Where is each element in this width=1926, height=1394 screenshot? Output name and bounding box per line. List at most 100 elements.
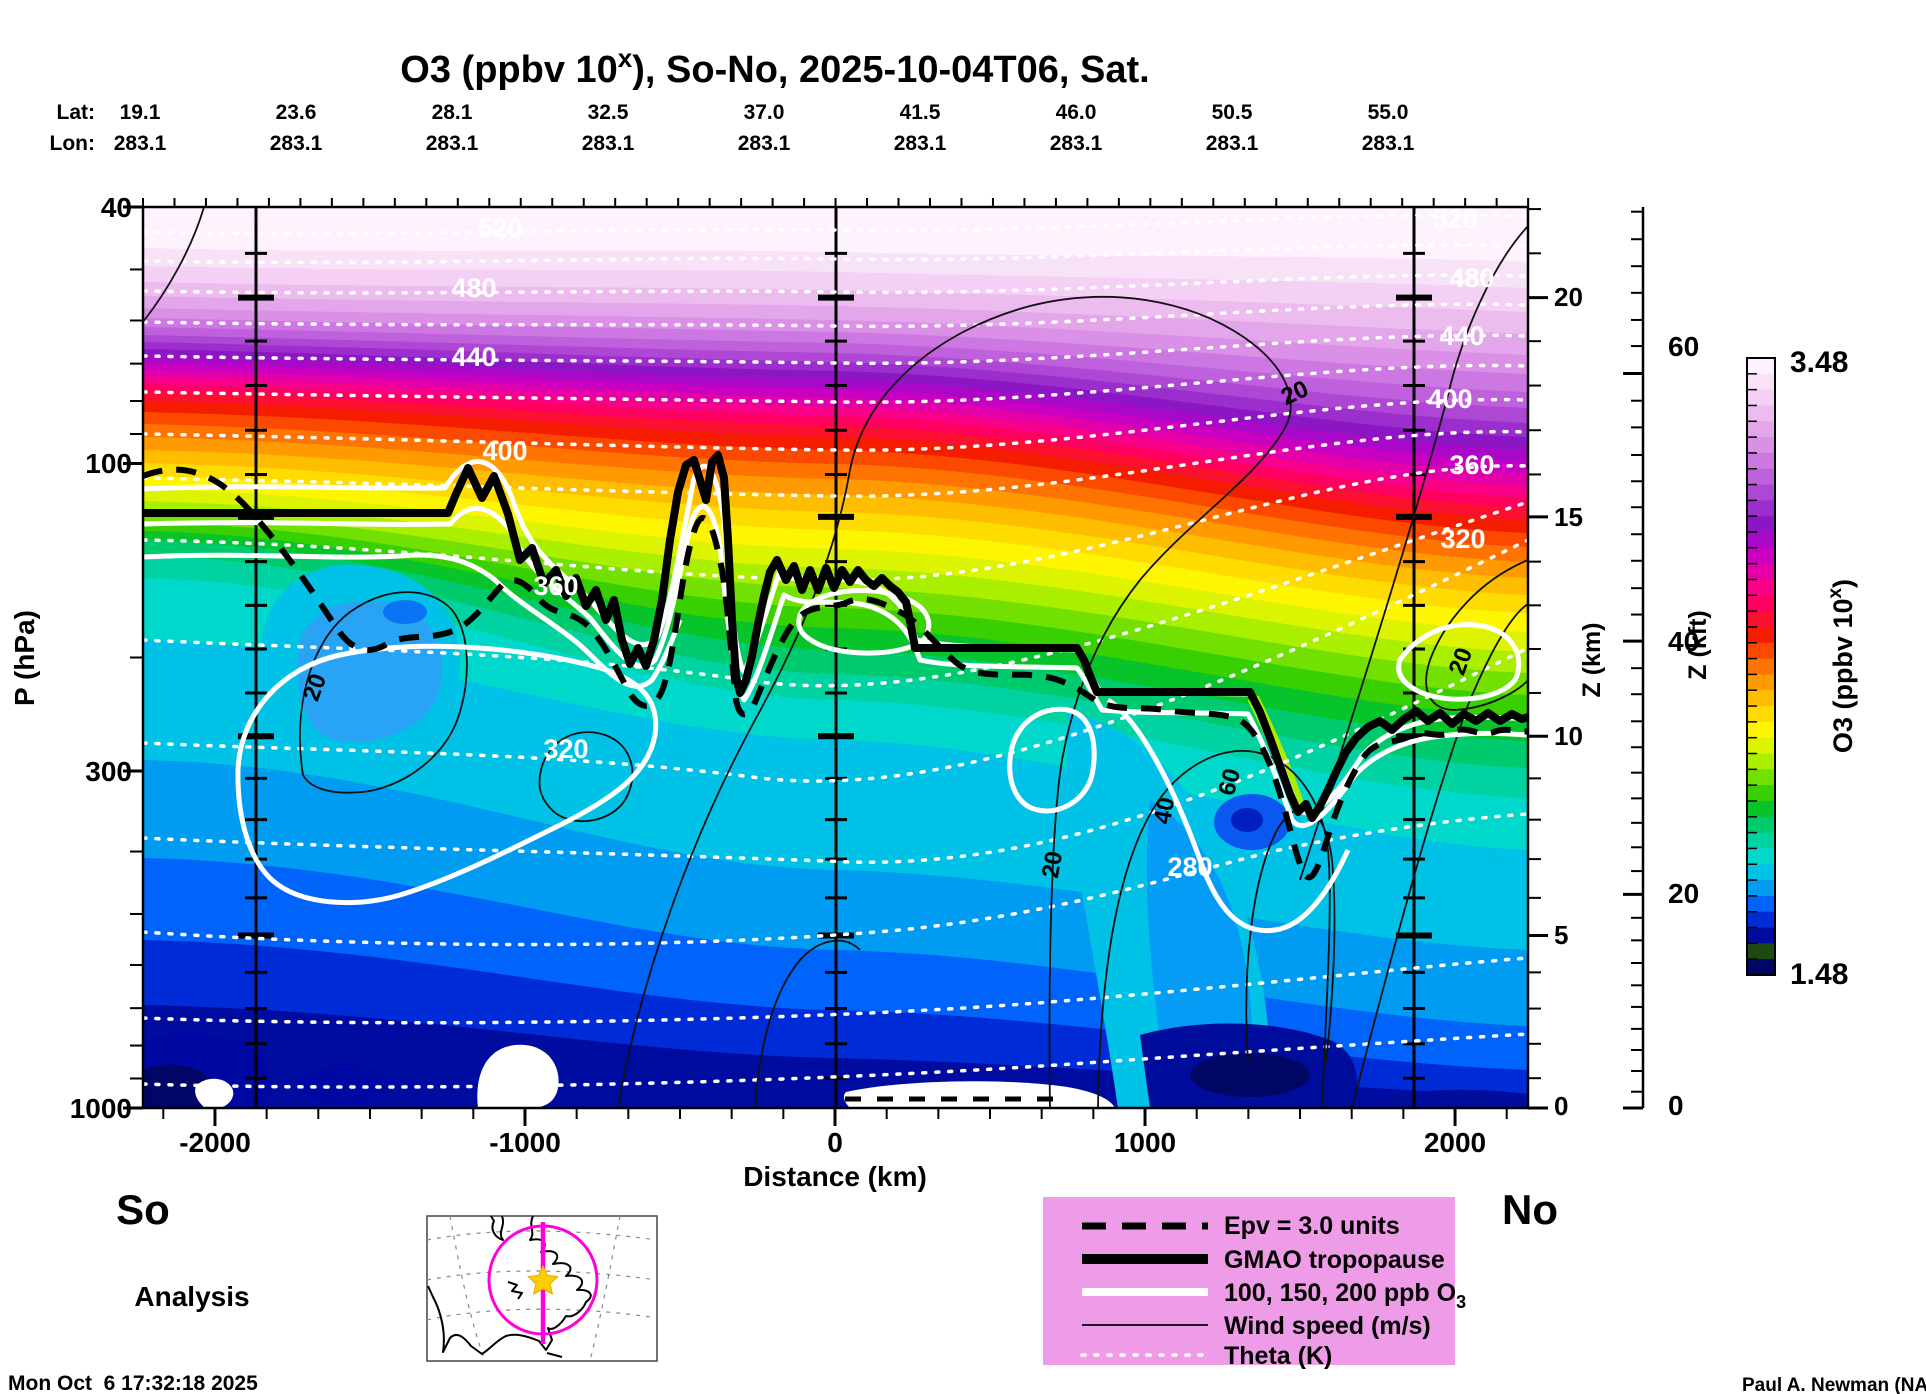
colorbar-cell: [1747, 785, 1775, 802]
colorbar-cell: [1747, 832, 1775, 850]
colorbar-cell: [1747, 927, 1775, 944]
x-tick-label: 1000: [1114, 1127, 1176, 1158]
lat-value: 28.1: [432, 101, 473, 124]
distance-axis-title: Distance (km): [743, 1161, 927, 1192]
north-end-label: No: [1502, 1186, 1558, 1233]
z-km-axis-labels: 20 15 10 5 0: [1554, 282, 1583, 1121]
theta-dotted-contours: [143, 213, 1528, 1089]
z-kft-tick-label: 40: [1668, 626, 1699, 657]
lat-value: 50.5: [1212, 101, 1253, 124]
colorbar-cell: [1747, 500, 1775, 517]
colorbar-title: O3 (ppbv 10x): [1825, 579, 1858, 753]
theta-line: [143, 243, 1528, 265]
colorbar-cell: [1747, 452, 1775, 470]
lat-value: 46.0: [1056, 101, 1097, 124]
colorbar-cell: [1747, 484, 1775, 501]
o3-contour-loop: [1007, 706, 1097, 814]
theta-line: [143, 397, 1528, 452]
legend-item-wind: Wind speed (m/s): [1224, 1312, 1431, 1340]
theta-line: [143, 273, 1528, 295]
wind-contour: [1097, 750, 1331, 1108]
x-tick-label: -1000: [489, 1127, 561, 1158]
z-kft-tick-label: 20: [1668, 878, 1699, 909]
colorbar-cell: [1747, 626, 1775, 644]
z-km-tick-label: 20: [1554, 282, 1583, 312]
colorbar-cell: [1747, 595, 1775, 612]
waypoint-marker-lines: [238, 207, 1432, 1108]
theta-line: [143, 1032, 1528, 1089]
theta-label: 360: [1449, 450, 1494, 480]
wind-contour: [617, 296, 1292, 1108]
bottom-navy-blob-2: [297, 1065, 393, 1105]
lat-value: 23.6: [276, 101, 317, 124]
pressure-axis-labels: 40 100 300 1000: [70, 192, 132, 1124]
colorbar-cell: [1747, 579, 1775, 596]
legend-item-o3: 100, 150, 200 ppb O3: [1224, 1279, 1466, 1312]
z-kft-tick-label: 0: [1668, 1090, 1684, 1121]
wind-label: 20: [1037, 849, 1068, 880]
lon-row-label: Lon:: [50, 132, 95, 155]
colorbar-max-label: 3.48: [1790, 346, 1848, 379]
lon-value: 283.1: [270, 132, 323, 155]
top-axis-coordinate-rows: Lat: Lon: 19.1 283.1 23.6 283.1 28.1 283.1 32.…: [50, 101, 1415, 155]
bottom-white-notch-1: [477, 1044, 559, 1108]
o3-contour: [143, 552, 683, 689]
wind-contour: [538, 731, 634, 823]
colorbar-cell: [1747, 373, 1775, 391]
theta-label: 520: [1432, 204, 1477, 234]
theta-label: 440: [451, 342, 496, 372]
bottom-right-navy-strip: [1390, 1089, 1528, 1108]
p-tick-label: 100: [85, 448, 132, 479]
colorbar-cell: [1747, 943, 1775, 960]
lon-value: 283.1: [582, 132, 635, 155]
analysis-label: Analysis: [134, 1281, 249, 1312]
legend-background: [1043, 1197, 1455, 1365]
z-kft-tick-label: 60: [1668, 331, 1699, 362]
theta-line: [143, 956, 1528, 1025]
axes-ticks: [123, 198, 1645, 1126]
x-tick-label: 0: [827, 1127, 843, 1158]
left-blue-pool-core: [383, 600, 427, 624]
lat-value: 32.5: [588, 101, 629, 124]
lon-value: 283.1: [1050, 132, 1103, 155]
right-blue-tongue-inner: [1146, 800, 1252, 1040]
o3-contour-loop: [796, 588, 932, 656]
x-tick-label: 2000: [1424, 1127, 1486, 1158]
wind-contour: [1351, 603, 1528, 1108]
legend: Epv = 3.0 units GMAO tropopause 100, 150…: [1043, 1197, 1466, 1370]
right-blue-tongue-core-dark: [1231, 808, 1263, 832]
credit: Paul A. Newman (NASA: [1742, 1375, 1926, 1394]
theta-line: [143, 302, 1528, 329]
colorbar-cell: [1747, 658, 1775, 676]
theta-label: 360: [533, 571, 578, 601]
wind-contour: [1425, 559, 1528, 711]
theta-line: [143, 500, 1528, 688]
p-tick-label: 40: [101, 192, 132, 223]
colorbar-cell: [1747, 563, 1775, 581]
p-tick-label: 1000: [70, 1093, 132, 1124]
theta-label: 480: [451, 273, 496, 303]
theta-line: [143, 363, 1528, 404]
o3-contour-loop: [1396, 622, 1522, 702]
z-kft-axis-labels: 60 40 20 0: [1668, 331, 1699, 1121]
lon-value: 283.1: [1206, 132, 1259, 155]
legend-item-epv: Epv = 3.0 units: [1224, 1212, 1400, 1240]
colorbar-cell: [1747, 516, 1775, 533]
gmao-tropopause-line: [143, 451, 1528, 822]
lon-value: 283.1: [426, 132, 479, 155]
colorbar-cell: [1747, 674, 1775, 691]
colorbar-cell: [1747, 690, 1775, 707]
colorbar-cell: [1747, 611, 1775, 628]
colorbar-cell: [1747, 737, 1775, 755]
lat-row-label: Lat:: [57, 101, 96, 124]
theta-line: [143, 429, 1528, 498]
theta-line: [143, 333, 1528, 366]
colorbar-cell: [1747, 848, 1775, 865]
page-title: O3 (ppbv 10x), So-No, 2025-10-04T06, Sat…: [400, 43, 1149, 91]
lat-value: 37.0: [744, 101, 785, 124]
theta-label: 400: [482, 436, 527, 466]
lon-value: 283.1: [894, 132, 947, 155]
timestamp: Mon Oct 6 17:32:18 2025: [8, 1372, 258, 1394]
colorbar-cell: [1747, 532, 1775, 549]
